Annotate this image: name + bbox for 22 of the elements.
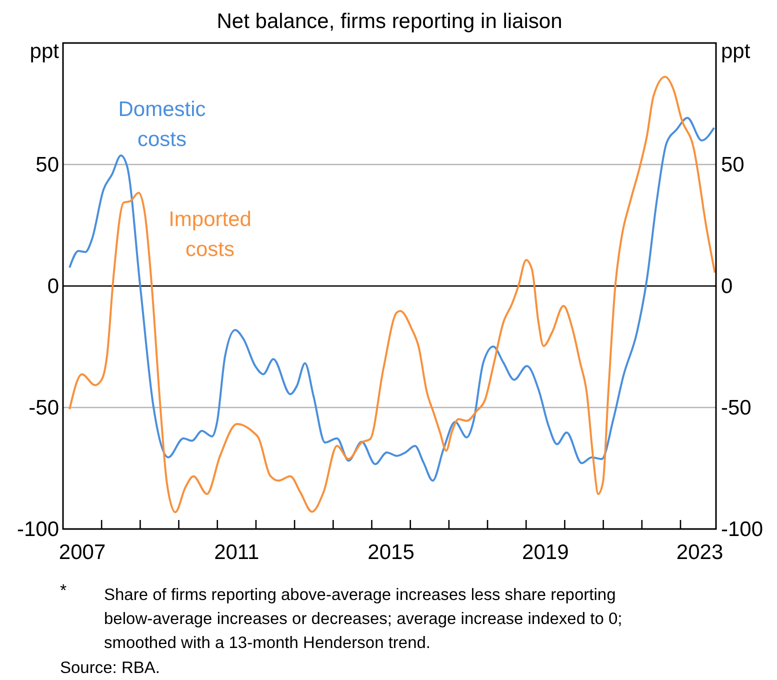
x-tick-label: 2007 bbox=[58, 541, 106, 564]
chart-subtitle: Net balance, firms reporting in liaison bbox=[216, 10, 562, 33]
x-tick-label: 2015 bbox=[368, 541, 414, 564]
y-tick-label: 50 bbox=[36, 154, 59, 176]
y-axis-title: ppt bbox=[30, 40, 60, 63]
x-tick-label: 2011 bbox=[214, 541, 260, 564]
x-tick-label: 2019 bbox=[522, 541, 569, 564]
y-tick-label: 0 bbox=[47, 275, 59, 298]
series-label: Domestic costs bbox=[118, 98, 206, 151]
y2-tick-label: 50 bbox=[721, 154, 744, 176]
y-tick-label: -50 bbox=[28, 396, 59, 420]
source-note: Source: RBA. bbox=[60, 659, 160, 677]
y2-tick-label: -100 bbox=[721, 518, 764, 541]
series-label: Imported costs bbox=[168, 208, 252, 261]
y-tick-label: -100 bbox=[16, 518, 59, 541]
x-tick-label: 2023 bbox=[676, 541, 724, 564]
line-series bbox=[68, 76, 716, 514]
line-series bbox=[68, 116, 716, 482]
y2-tick-label: 0 bbox=[721, 275, 733, 298]
text: * Share of firms reporting above-average increases less share reporting below-average increases or decreases; average increase indexed to 0; smoothed with a 13-month Henderson trend. bbox=[60, 581, 622, 652]
y2-tick-label: -50 bbox=[721, 396, 752, 420]
y2-axis-title: ppt bbox=[721, 40, 750, 63]
